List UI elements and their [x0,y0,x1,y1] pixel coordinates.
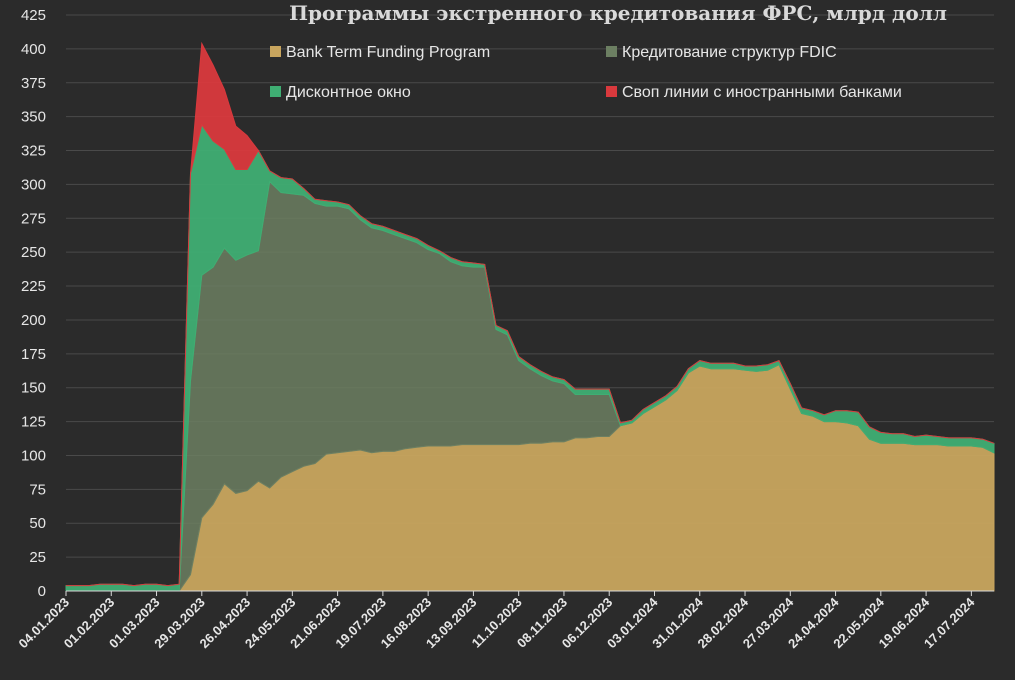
area-series-4 [66,41,995,587]
legend-label: Bank Term Funding Program [286,44,490,61]
y-tick-label: 400 [21,41,46,58]
y-tick-label: 75 [29,481,46,498]
legend-swatch [606,86,617,97]
y-tick-label: 125 [21,414,46,431]
y-tick-label: 325 [21,143,46,160]
legend: Bank Term Funding Program Дисконтное окно… [270,44,902,101]
y-tick-label: 0 [38,583,46,600]
y-tick-label: 50 [29,515,46,532]
area-series-layer [65,41,995,592]
y-tick-label: 300 [21,176,46,193]
y-tick-label: 25 [29,549,46,566]
legend-label: Кредитование структур FDIC [622,44,837,61]
legend-label: Дисконтное окно [286,84,411,101]
y-tick-label: 200 [21,312,46,329]
y-tick-label: 100 [21,447,46,464]
legend-swatch [606,46,617,57]
legend-swatch [270,46,281,57]
y-tick-label: 350 [21,109,46,126]
y-tick-label: 175 [21,346,46,363]
legend-swatch [270,86,281,97]
y-tick-label: 275 [21,210,46,227]
y-tick-label: 425 [21,7,46,24]
y-tick-label: 250 [21,244,46,261]
y-tick-label: 150 [21,380,46,397]
legend-label: Своп линии с иностранными банками [622,84,902,101]
y-tick-label: 375 [21,75,46,92]
chart-title: Программы экстренного кредитования ФРС, … [289,1,947,25]
y-tick-label: 225 [21,278,46,295]
